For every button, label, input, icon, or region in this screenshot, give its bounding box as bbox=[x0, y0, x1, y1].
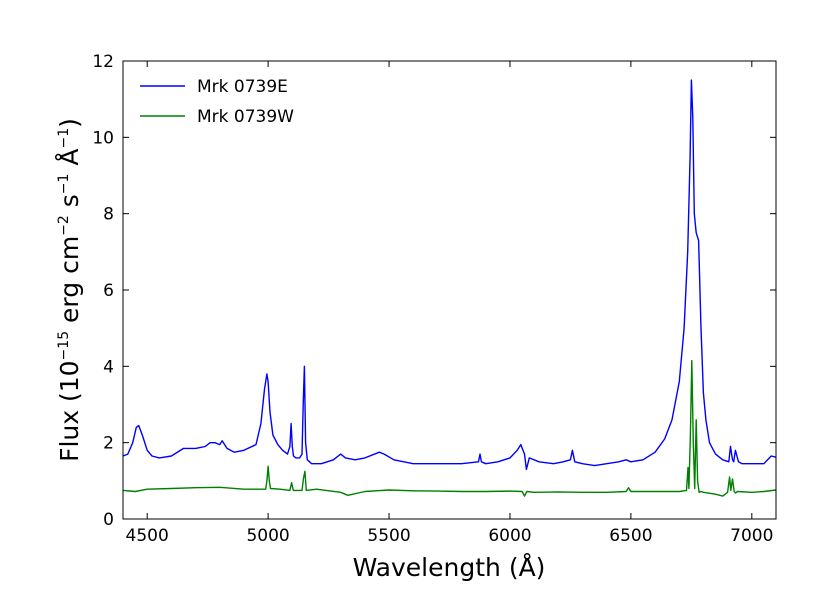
y-tick-label: 8 bbox=[103, 205, 114, 225]
y-tick-label: 2 bbox=[103, 434, 114, 454]
series-layer bbox=[122, 79, 777, 497]
y-tick-label: 0 bbox=[103, 510, 114, 530]
x-tick-label: 5000 bbox=[246, 526, 289, 546]
x-tick-label: 4500 bbox=[126, 526, 169, 546]
y-tick-label: 6 bbox=[103, 281, 114, 301]
series-line-mrk-0739w bbox=[122, 359, 777, 497]
legend-label-mrk-0739e: Mrk 0739E bbox=[197, 77, 288, 97]
y-axis-title: Flux (10−15 erg cm−2 s−1 Å−1) bbox=[55, 118, 84, 462]
y-tick-label: 4 bbox=[103, 357, 114, 377]
x-tick-label: 6500 bbox=[609, 526, 652, 546]
legend: Mrk 0739E Mrk 0739W bbox=[140, 77, 294, 127]
legend-label-mrk-0739w: Mrk 0739W bbox=[197, 107, 294, 127]
plot-area bbox=[123, 61, 776, 519]
x-tick-label: 6000 bbox=[488, 526, 531, 546]
x-axis-title: Wavelength (Å) bbox=[353, 553, 546, 582]
y-tick-label: 12 bbox=[92, 52, 114, 72]
x-tick-label: 5500 bbox=[367, 526, 410, 546]
series-line-mrk-0739e bbox=[122, 79, 777, 471]
tick-layer: 4500 5000 5500 6000 6500 7000 0 2 4 6 8 10 12 bbox=[92, 52, 776, 546]
y-tick-label: 10 bbox=[92, 128, 114, 148]
x-tick-label: 7000 bbox=[730, 526, 773, 546]
